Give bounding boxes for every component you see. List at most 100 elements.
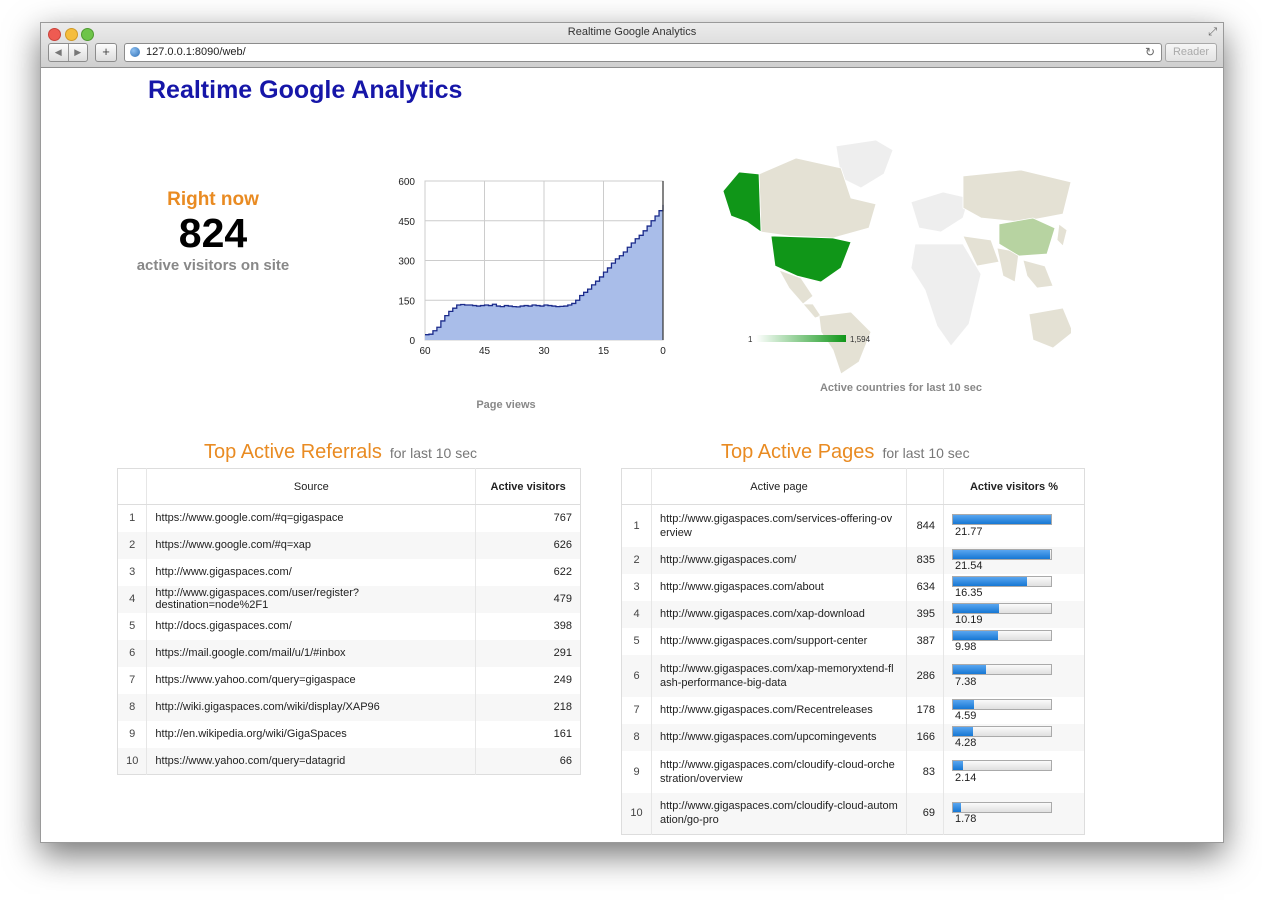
page-url[interactable]: http://www.gigaspaces.com/cloudify-cloud…	[651, 750, 907, 793]
percent-bar	[952, 548, 1052, 560]
referral-row[interactable]: 10 https://www.yahoo.com/query=datagrid 66	[117, 747, 581, 775]
page-count: 634	[906, 573, 944, 601]
percent-bar-fill	[953, 761, 963, 771]
referral-row[interactable]: 7 https://www.yahoo.com/query=gigaspace 24…	[117, 666, 581, 694]
page-views-caption: Page views	[476, 399, 536, 411]
referral-source[interactable]: https://www.google.com/#q=gigaspace	[146, 504, 477, 532]
map-africa	[910, 243, 982, 347]
page-percent: 21.54	[955, 560, 983, 573]
page-count: 844	[906, 504, 944, 547]
page-percent: 9.98	[955, 641, 977, 654]
map-europe	[910, 191, 970, 233]
forward-icon[interactable]: ▶	[74, 47, 82, 57]
zoom-window-button[interactable]	[81, 28, 94, 41]
add-bookmark-button[interactable]: +	[95, 43, 117, 62]
percent-bar	[952, 575, 1052, 587]
referral-index: 3	[117, 558, 148, 586]
reload-icon[interactable]: ↻	[1144, 45, 1155, 59]
pages-header-index[interactable]	[621, 468, 652, 505]
referral-source[interactable]: http://www.gigaspaces.com/user/register?…	[146, 585, 477, 613]
page-percent: 10.19	[955, 614, 983, 627]
referral-index: 8	[117, 693, 148, 721]
page-url[interactable]: http://www.gigaspaces.com/xap-download	[651, 600, 907, 628]
world-map: 1 1,594	[701, 136, 1074, 376]
page-count: 69	[906, 792, 944, 835]
page-percent: 2.14	[955, 771, 977, 784]
close-window-button[interactable]	[48, 28, 61, 41]
page-url[interactable]: http://www.gigaspaces.com/Recentreleases	[651, 696, 907, 724]
referral-index: 9	[117, 720, 148, 748]
back-icon[interactable]: ◀	[49, 44, 69, 61]
page-url[interactable]: http://www.gigaspaces.com/cloudify-cloud…	[651, 792, 907, 835]
page-index: 6	[621, 654, 652, 697]
reader-button[interactable]: Reader	[1165, 43, 1217, 62]
referral-row[interactable]: 2 https://www.google.com/#q=xap 626	[117, 531, 581, 559]
address-bar[interactable]: 127.0.0.1:8090/web/ ↻	[124, 43, 1162, 62]
pages-header-page[interactable]: Active page	[651, 468, 907, 505]
page-row[interactable]: 7 http://www.gigaspaces.com/Recentrelease…	[621, 696, 1085, 724]
referral-row[interactable]: 9 http://en.wikipedia.org/wiki/GigaSpaces…	[117, 720, 581, 748]
percent-bar-fill	[953, 576, 1027, 586]
x-tick-label: 30	[538, 346, 550, 357]
pages-title: Top Active Pages	[721, 441, 875, 463]
referral-row[interactable]: 8 http://wiki.gigaspaces.com/wiki/display…	[117, 693, 581, 721]
map-australia	[1028, 307, 1074, 349]
referral-row[interactable]: 6 https://mail.google.com/mail/u/1/#inbox…	[117, 639, 581, 667]
referrals-subtitle: for last 10 sec	[389, 445, 478, 461]
referral-source[interactable]: https://www.yahoo.com/query=gigaspace	[146, 666, 477, 694]
percent-bar-fill	[953, 802, 961, 812]
page-url[interactable]: http://www.gigaspaces.com/support-center	[651, 627, 907, 655]
page-row[interactable]: 8 http://www.gigaspaces.com/upcomingevent…	[621, 723, 1085, 751]
referral-source[interactable]: https://www.google.com/#q=xap	[146, 531, 477, 559]
page-url[interactable]: http://www.gigaspaces.com/upcomingevents	[651, 723, 907, 751]
map-usa	[770, 235, 852, 283]
map-southeast-asia	[1022, 259, 1054, 289]
referrals-header-row: Source Active visitors	[117, 468, 581, 505]
percent-bar-fill	[953, 665, 987, 675]
page-url[interactable]: http://www.gigaspaces.com/xap-memoryxten…	[651, 654, 907, 697]
referrals-header-index[interactable]	[117, 468, 148, 505]
referral-row[interactable]: 5 http://docs.gigaspaces.com/398	[117, 612, 581, 640]
pages-header-percent[interactable]: Active visitors %	[943, 468, 1085, 505]
pages-header-count[interactable]	[906, 468, 944, 505]
page-row[interactable]: 10 http://www.gigaspaces.com/cloudify-clo…	[621, 792, 1085, 835]
referral-visitors: 249	[553, 674, 572, 686]
map-legend-min: 1	[748, 335, 753, 344]
page-row[interactable]: 9 http://www.gigaspaces.com/cloudify-clou…	[621, 750, 1085, 793]
minimize-window-button[interactable]	[65, 28, 78, 41]
page-percent: 7.38	[955, 675, 977, 688]
page-url[interactable]: http://www.gigaspaces.com/	[651, 546, 907, 574]
y-tick-label: 150	[398, 296, 415, 307]
referral-row[interactable]: 4 http://www.gigaspaces.com/user/register…	[117, 585, 581, 613]
page-row[interactable]: 3 http://www.gigaspaces.com/about 634 16.35	[621, 573, 1085, 601]
referral-source[interactable]: http://docs.gigaspaces.com/	[146, 612, 477, 640]
page-row[interactable]: 4 http://www.gigaspaces.com/xap-download 3…	[621, 600, 1085, 628]
referral-source[interactable]: https://mail.google.com/mail/u/1/#inbox	[146, 639, 477, 667]
page-row[interactable]: 2 http://www.gigaspaces.com/835 21.54	[621, 546, 1085, 574]
page-row[interactable]: 1 http://www.gigaspaces.com/services-offe…	[621, 504, 1085, 547]
referral-source[interactable]: http://en.wikipedia.org/wiki/GigaSpaces	[146, 720, 477, 748]
referral-source[interactable]: http://wiki.gigaspaces.com/wiki/display/…	[146, 693, 477, 721]
page-percent-cell: 21.54	[943, 546, 1085, 574]
page-count: 835	[906, 546, 944, 574]
page-index: 10	[621, 792, 652, 835]
page-index: 2	[621, 546, 652, 574]
page-row[interactable]: 6 http://www.gigaspaces.com/xap-memoryxte…	[621, 654, 1085, 697]
active-visitor-count: 824	[178, 210, 248, 256]
url-text[interactable]: 127.0.0.1:8090/web/	[146, 46, 246, 58]
percent-bar	[952, 760, 1052, 772]
referral-row[interactable]: 3 http://www.gigaspaces.com/622	[117, 558, 581, 586]
fullscreen-icon[interactable]: ⤢	[1208, 26, 1217, 38]
page-url[interactable]: http://www.gigaspaces.com/about	[651, 573, 907, 601]
referrals-header-source[interactable]: Source	[146, 468, 477, 505]
page-row[interactable]: 5 http://www.gigaspaces.com/support-cente…	[621, 627, 1085, 655]
referrals-section-title: Top Active Referrals for last 10 sec	[204, 441, 477, 464]
referral-row[interactable]: 1 https://www.google.com/#q=gigaspace 767	[117, 504, 581, 532]
referrals-body: 1 https://www.google.com/#q=gigaspace 767 2…	[117, 504, 581, 775]
referral-source[interactable]: https://www.yahoo.com/query=datagrid	[146, 747, 477, 775]
pages-section-title: Top Active Pages for last 10 sec	[721, 441, 970, 464]
page-url[interactable]: http://www.gigaspaces.com/services-offer…	[651, 504, 907, 547]
referrals-header-visitors[interactable]: Active visitors	[475, 468, 581, 505]
referral-source[interactable]: http://www.gigaspaces.com/	[146, 558, 477, 586]
